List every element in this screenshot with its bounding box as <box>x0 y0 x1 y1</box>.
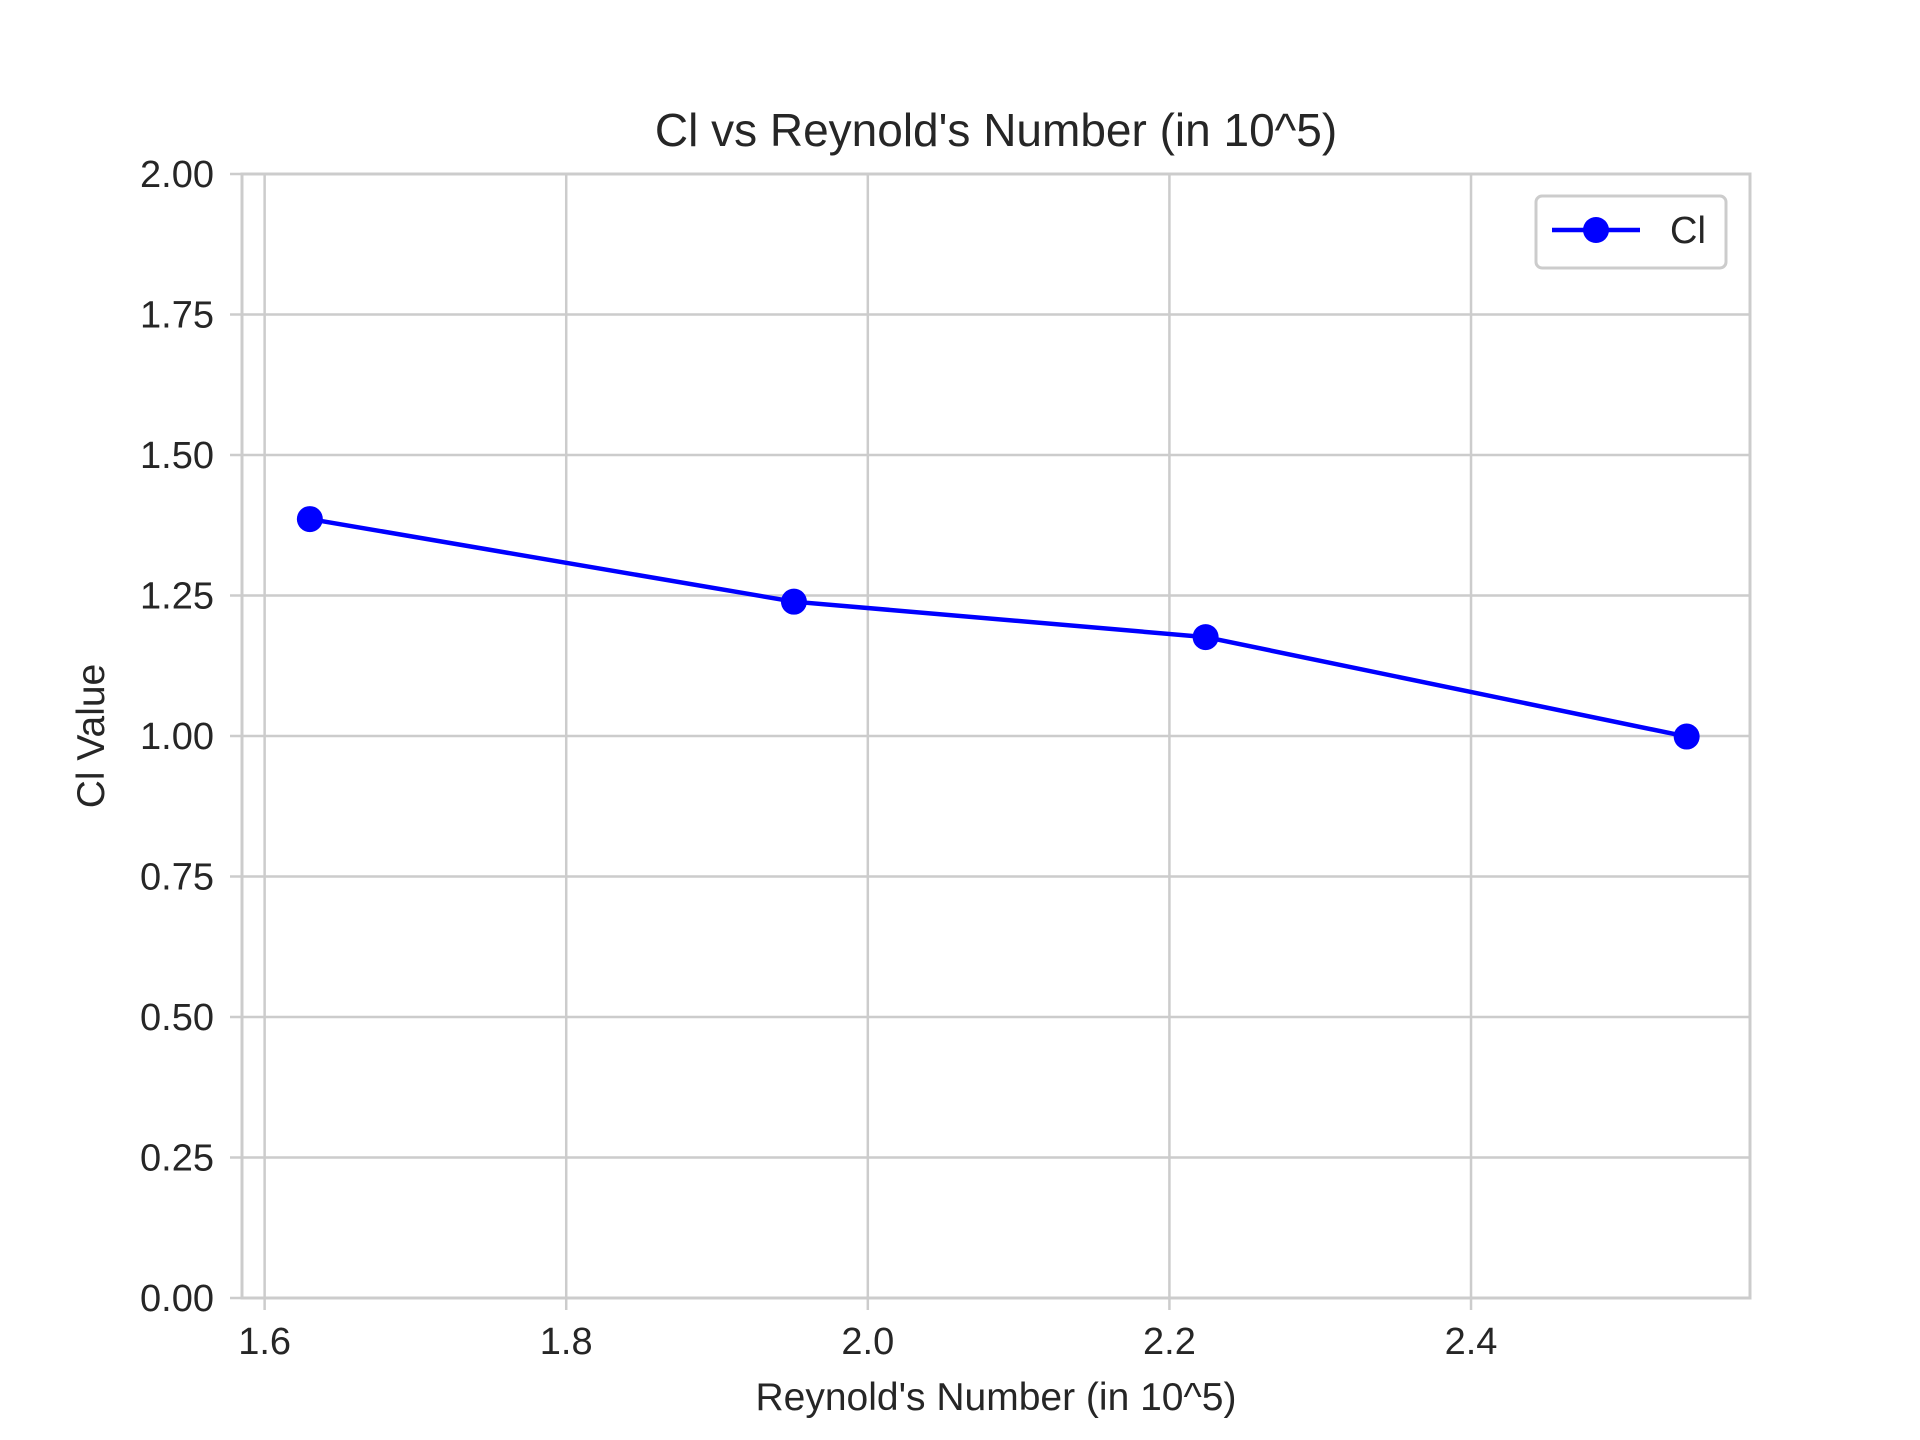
x-tick-label: 2.2 <box>1143 1321 1196 1363</box>
y-tick-label: 0.50 <box>140 997 214 1039</box>
series-layer <box>296 506 1700 750</box>
y-tick-label: 0.25 <box>140 1138 214 1180</box>
y-tick-label: 2.00 <box>140 154 214 196</box>
x-axis-label: Reynold's Number (in 10^5) <box>756 1376 1237 1419</box>
y-tick-label: 1.25 <box>140 576 214 618</box>
chart-title: Cl vs Reynold's Number (in 10^5) <box>655 104 1337 156</box>
x-tick-label: 1.6 <box>238 1321 291 1363</box>
legend-entry-label: Cl <box>1670 210 1706 252</box>
x-tick-label: 2.4 <box>1445 1321 1498 1363</box>
legend: Cl <box>1534 194 1728 270</box>
y-tick-label: 0.00 <box>140 1278 214 1320</box>
plot-frame <box>240 172 1752 1300</box>
legend-marker-swatch <box>1583 217 1609 243</box>
axis-ticks: 0.00 0.25 0.50 0.75 1.00 1.25 1.50 1.75 2.00 1.6 1… <box>140 154 1497 1363</box>
data-point <box>780 588 807 615</box>
x-tick-label: 2.0 <box>841 1321 894 1363</box>
y-tick-label: 1.75 <box>140 295 214 337</box>
y-tick-label: 0.75 <box>140 857 214 899</box>
y-axis-label: Cl Value <box>70 664 113 809</box>
x-tick-label: 1.8 <box>540 1321 593 1363</box>
data-point <box>296 506 323 533</box>
data-point <box>1673 723 1700 750</box>
y-tick-label: 1.00 <box>140 716 214 758</box>
series-line <box>309 516 1688 739</box>
data-point <box>1192 624 1219 651</box>
y-tick-label: 1.50 <box>140 435 214 477</box>
